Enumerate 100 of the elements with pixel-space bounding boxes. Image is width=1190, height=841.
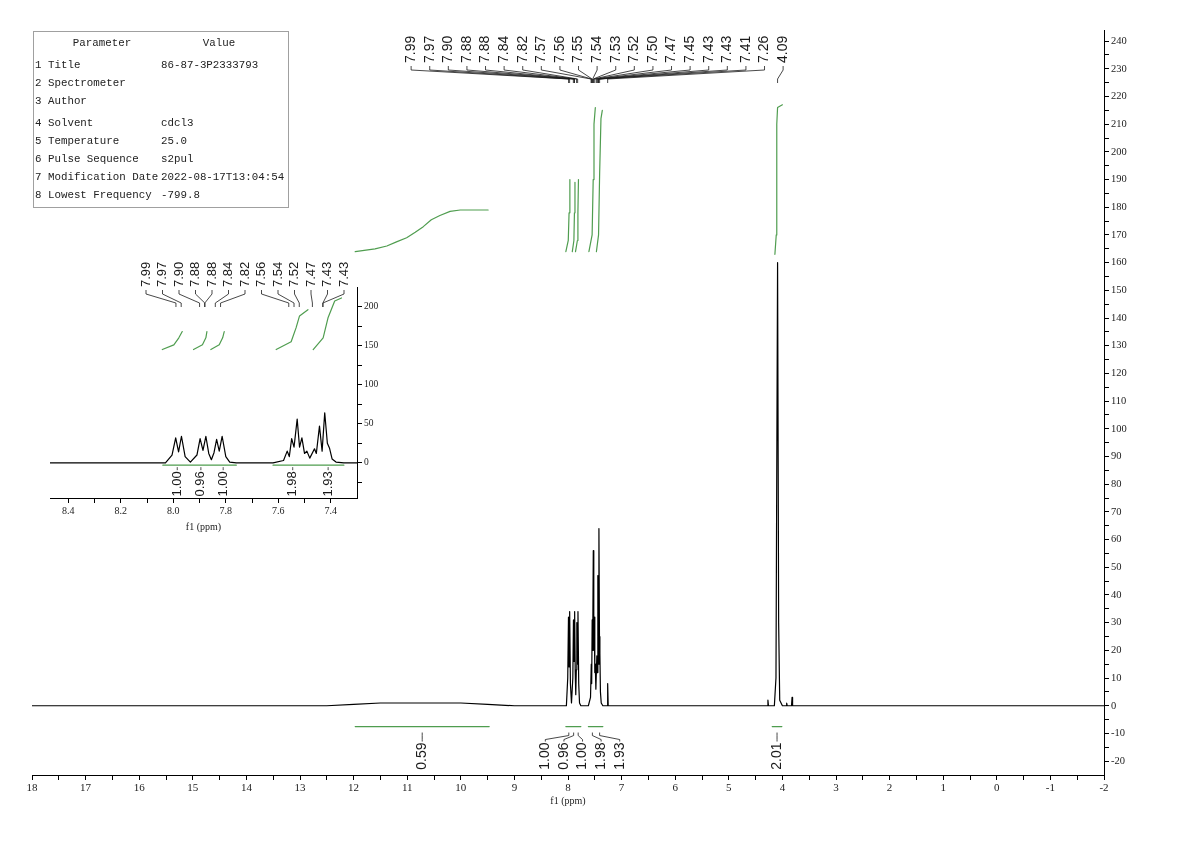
x-tick-label: 7.8	[219, 504, 233, 516]
y-tick-label: 50	[1111, 561, 1122, 573]
annotation: 7.55	[569, 35, 586, 63]
x-tick-label: 0	[994, 781, 1001, 794]
annotation: 1.00	[214, 471, 230, 497]
text: 25.0	[161, 135, 187, 147]
y-tick-label: 20	[1111, 644, 1122, 656]
x-tick-label: 3	[833, 781, 840, 794]
annotation: 7.88	[187, 261, 203, 287]
annotation: 0.59	[413, 742, 430, 770]
annotation: 7.88	[476, 35, 493, 63]
annotation: 7.57	[532, 35, 549, 63]
annotation: 7.52	[625, 35, 642, 63]
annotation: 7.43	[699, 35, 716, 63]
y-tick-label: 220	[1111, 90, 1127, 102]
x-axis-title: f1 (ppm)	[550, 794, 586, 807]
y-tick-label: -20	[1111, 754, 1125, 766]
y-tick-label: 40	[1111, 588, 1122, 600]
y-tick-label: 140	[1111, 311, 1127, 323]
y-tick-label: 90	[1111, 450, 1122, 462]
y-tick-label: 240	[1111, 34, 1127, 46]
x-tick-label: 16	[133, 781, 146, 794]
category-label: 8 Lowest Frequency	[35, 188, 152, 202]
x-tick-label: 15	[187, 781, 199, 794]
x-tick-label: 17	[80, 781, 92, 794]
category-label: 6 Pulse Sequence	[35, 152, 139, 166]
y-tick-label: 70	[1111, 505, 1122, 517]
x-tick-label: 8.0	[167, 504, 180, 516]
category-label: 3 Author	[35, 94, 87, 108]
y-tick-label: 60	[1111, 533, 1122, 545]
y-tick-label: 110	[1111, 394, 1127, 406]
annotation: 2.01	[767, 742, 784, 770]
annotation: 7.47	[302, 261, 318, 287]
annotation: 7.90	[170, 261, 186, 287]
y-tick-label: 200	[364, 301, 379, 312]
category-label: 7 Modification Date	[35, 170, 159, 184]
annotation: 7.43	[319, 261, 335, 287]
y-tick-label: 80	[1111, 477, 1122, 489]
annotation: 7.99	[401, 35, 418, 63]
annotation: 7.82	[513, 35, 530, 63]
y-tick-label: 150	[364, 340, 379, 351]
y-tick-label: 170	[1111, 228, 1127, 240]
annotation: 1.98	[591, 742, 608, 770]
y-tick-label: 160	[1111, 256, 1127, 268]
annotation: 1.00	[536, 742, 553, 770]
text: 86-87-3P2333793	[161, 59, 259, 71]
x-tick-label: 4	[779, 781, 786, 794]
text: 2022-08-17T13:04:54	[161, 171, 285, 183]
category-label: 4 Solvent	[35, 116, 94, 130]
annotation: 7.53	[606, 35, 623, 63]
annotation: 7.84	[220, 261, 236, 287]
text: cdcl3	[161, 117, 194, 129]
y-tick-label: 200	[1111, 145, 1127, 157]
annotation: 7.43	[335, 261, 351, 287]
annotation: 7.88	[457, 35, 474, 63]
x-tick-label: 7	[618, 781, 625, 794]
annotation: 7.97	[154, 261, 170, 287]
y-tick-label: 180	[1111, 201, 1127, 212]
annotation: 7.43	[718, 35, 735, 63]
annotation: 7.82	[236, 261, 252, 287]
x-tick-label: 5	[726, 781, 733, 794]
annotation: 1.93	[610, 742, 627, 770]
annotation: 1.98	[284, 471, 300, 497]
y-tick-label: 120	[1111, 367, 1127, 379]
annotation: 7.52	[286, 261, 302, 287]
x-tick-label: 18	[26, 781, 38, 794]
x-tick-label: -2	[1099, 781, 1109, 794]
text: s2pul	[161, 153, 194, 165]
x-tick-label: 8.2	[114, 504, 128, 516]
annotation: 7.56	[550, 35, 567, 63]
annotation: 7.88	[203, 261, 219, 287]
y-tick-label: 210	[1111, 117, 1127, 129]
x-tick-label: 14	[240, 781, 253, 794]
x-tick-label: 7.6	[272, 504, 285, 516]
annotation: 7.50	[643, 35, 660, 63]
annotation: 4.09	[773, 35, 790, 63]
annotation: Value	[201, 36, 237, 50]
y-tick-label: 30	[1111, 616, 1122, 628]
y-tick-label: 130	[1111, 339, 1127, 351]
text: -799.8	[161, 189, 200, 201]
y-tick-label: 10	[1111, 671, 1122, 683]
annotation: 7.84	[494, 35, 511, 63]
x-tick-label: 9	[511, 781, 518, 794]
y-tick-label: 100	[364, 379, 379, 390]
y-tick-label: -10	[1111, 727, 1125, 739]
x-tick-label: 1	[940, 781, 946, 794]
annotation: 7.99	[137, 261, 153, 287]
x-tick-label: 10	[455, 781, 467, 794]
x-tick-label: 7.4	[324, 504, 338, 516]
annotation: 0.96	[554, 742, 571, 770]
annotation: 7.97	[420, 35, 437, 63]
annotation: Parameter	[71, 36, 133, 50]
category-label: 5 Temperature	[35, 134, 120, 148]
annotation: 7.54	[269, 261, 285, 287]
x-tick-label: 8.4	[62, 504, 75, 516]
annotation: 7.45	[680, 35, 697, 63]
y-tick-label: 0	[364, 457, 369, 468]
annotation: 1.93	[319, 471, 335, 497]
y-tick-label: 0	[1111, 699, 1117, 711]
x-tick-label: 6	[672, 781, 679, 794]
